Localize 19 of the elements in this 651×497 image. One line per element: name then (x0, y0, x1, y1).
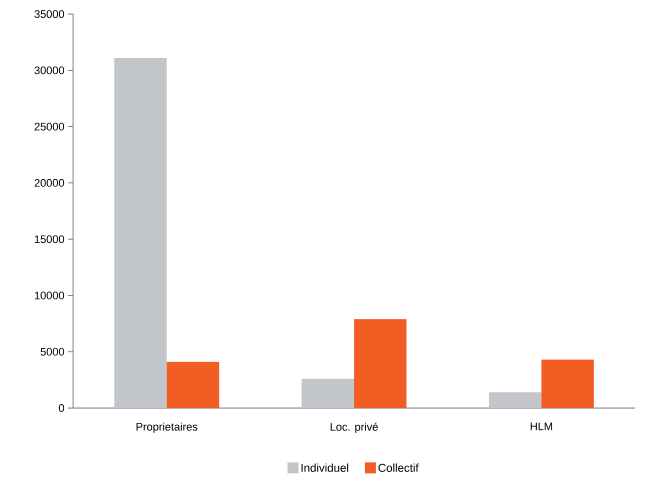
x-tick-label: Proprietaires (136, 422, 198, 433)
bar (354, 319, 407, 408)
bar (114, 58, 167, 408)
bar (166, 362, 220, 408)
y-tick-label: 25000 (34, 122, 64, 131)
y-tick-label: 15000 (34, 235, 64, 244)
y-tick-label: 5000 (40, 348, 64, 356)
legend-label: Individuel (302, 463, 348, 472)
y-tick-label: 20000 (34, 179, 64, 187)
bar (302, 378, 354, 408)
y-tick-label: 30000 (34, 66, 64, 74)
legend-label: Collectif (378, 463, 419, 472)
y-tick-label: 0 (58, 404, 64, 412)
bar (541, 360, 594, 408)
y-tick-label: 10000 (34, 292, 64, 300)
bar (488, 392, 542, 408)
x-tick-label: Loc. privé (330, 422, 378, 433)
y-tick-label: 35000 (34, 10, 64, 18)
x-tick-label: HLM (530, 422, 552, 430)
